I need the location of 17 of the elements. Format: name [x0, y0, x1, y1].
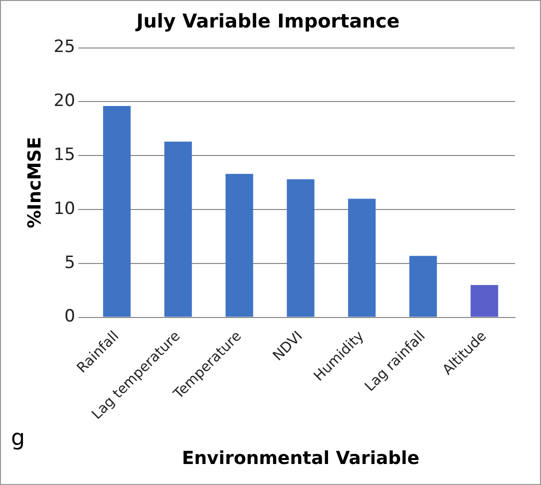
bar — [286, 179, 314, 317]
bar — [164, 142, 192, 317]
bar — [226, 174, 254, 317]
y-tick-label: 20 — [54, 91, 76, 112]
y-tick-label: 0 — [64, 306, 76, 327]
y-axis-title: %IncMSE — [24, 136, 46, 228]
y-tick-label: 15 — [54, 145, 76, 166]
bar — [348, 198, 376, 317]
bar — [409, 256, 437, 317]
chart-title: July Variable Importance — [134, 10, 400, 32]
bar — [103, 106, 131, 317]
text: g — [11, 426, 25, 451]
y-tick-label: 25 — [54, 37, 76, 58]
bar — [470, 284, 498, 317]
y-tick-label: 10 — [54, 198, 76, 219]
y-tick-label: 5 — [64, 252, 76, 273]
x-axis-title: Environmental Variable — [182, 448, 420, 469]
